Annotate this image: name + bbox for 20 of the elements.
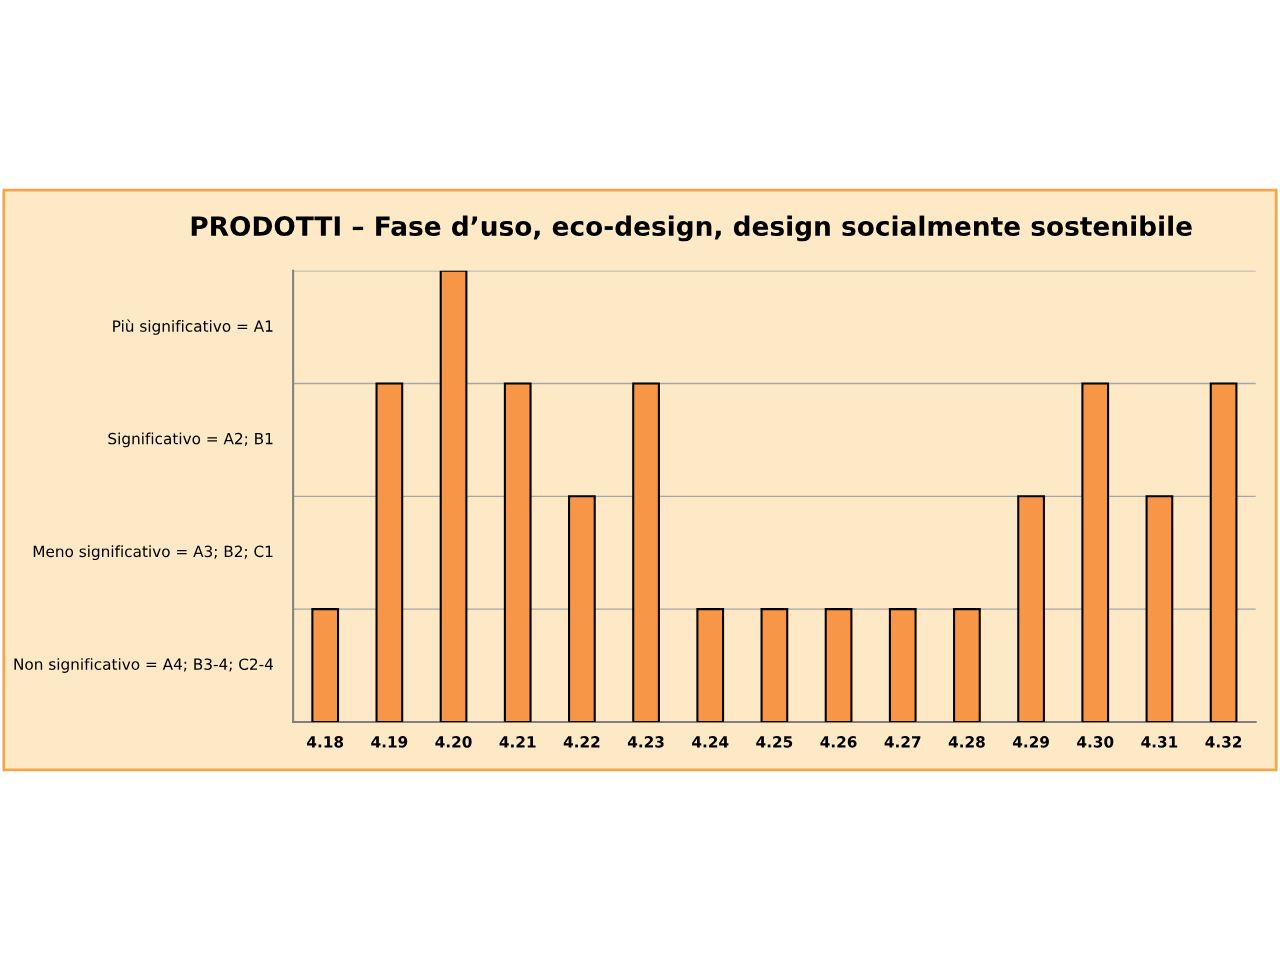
- x-tick-label: 4.28: [948, 736, 985, 748]
- x-tick-label: 4.24: [692, 736, 729, 748]
- x-tick-label: 4.30: [1077, 736, 1114, 748]
- x-tick-label: 4.22: [563, 736, 600, 748]
- x-tick-label: 4.31: [1141, 736, 1178, 748]
- x-tick-label: 4.29: [1012, 736, 1049, 748]
- text: Non significativo = A4; B3-4; C2-4: [14, 658, 274, 673]
- x-tick-label: 4.25: [756, 736, 793, 748]
- text: Più significativo = A1: [113, 319, 273, 335]
- x-tick-label: 4.19: [371, 736, 408, 748]
- x-tick-label: 4.21: [499, 736, 536, 748]
- x-tick-label: 4.18: [307, 736, 344, 748]
- text: Significativo = A2; B1: [108, 432, 273, 448]
- x-tick-label: 4.27: [884, 736, 921, 748]
- x-tick-label: 4.23: [627, 736, 664, 748]
- x-tick-label: 4.32: [1205, 736, 1242, 748]
- chart-title: PRODOTTI – Fase d’uso, eco-design, design socialmente sostenibile: [191, 215, 1192, 242]
- x-tick-label: 4.20: [435, 736, 472, 748]
- x-tick-label: 4.26: [820, 736, 857, 748]
- text: Meno significativo = A3; B2; C1: [33, 545, 273, 561]
